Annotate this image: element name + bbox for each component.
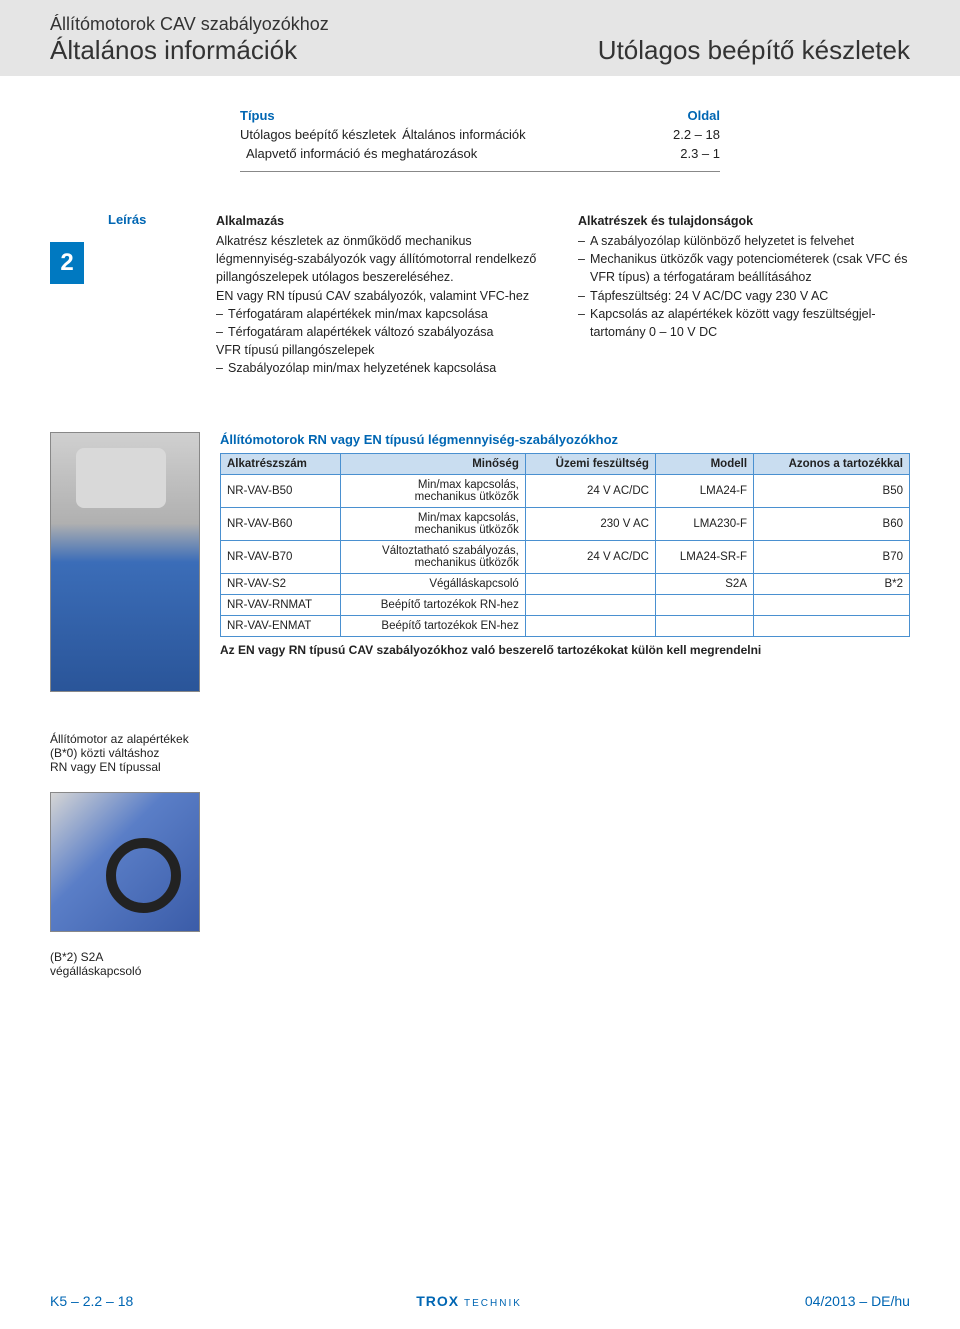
toc-label-1b: Általános információk [402, 127, 526, 142]
actuator-image [50, 432, 200, 692]
col-left-para: Alkatrész készletek az önműködő mechanik… [216, 232, 548, 286]
table-cell: B*2 [754, 574, 910, 595]
table-cell: B70 [754, 541, 910, 574]
page-footer: K5 – 2.2 – 18 TROX TECHNIK 04/2013 – DE/… [0, 1293, 960, 1309]
table-cell [525, 595, 655, 616]
header-title-left: Általános információk [50, 35, 329, 66]
toc-label-1a: Utólagos beépítő készletek [240, 127, 396, 142]
toc-row: Alapvető információ és meghatározások 2.… [240, 144, 720, 163]
parts-table-section: Állítómotorok RN vagy EN típusú légmenny… [0, 432, 960, 692]
table-cell: S2A [655, 574, 753, 595]
col-left-title: Alkalmazás [216, 212, 548, 230]
table-row: NR-VAV-B70Változtatható szabályozás,mech… [221, 541, 910, 574]
table-cell: NR-VAV-B60 [221, 508, 341, 541]
table-cell: B60 [754, 508, 910, 541]
toc-page-2: 2.3 – 1 [680, 146, 720, 161]
list-item: Térfogatáram alapértékek min/max kapcsol… [216, 305, 548, 323]
table-cell: 24 V AC/DC [525, 475, 655, 508]
section-description: 2 Leírás Alkalmazás Alkatrész készletek … [0, 212, 960, 377]
table-of-contents: Típus Oldal Utólagos beépítő készletek Á… [240, 106, 720, 172]
table-cell: LMA24-SR-F [655, 541, 753, 574]
caption1-l3: RN vagy EN típussal [50, 760, 910, 774]
table-cell: Min/max kapcsolás,mechanikus ütközők [340, 508, 525, 541]
table-cell: 230 V AC [525, 508, 655, 541]
table-cell: NR-VAV-B70 [221, 541, 341, 574]
header-subtitle: Állítómotorok CAV szabályozókhoz [50, 14, 329, 35]
toc-header: Típus Oldal [240, 106, 720, 125]
table-cell: LMA24-F [655, 475, 753, 508]
toc-page-1: 2.2 – 18 [673, 127, 720, 142]
table-header-row: Alkatrészszám Minőség Üzemi feszültség M… [221, 454, 910, 475]
table-row: NR-VAV-B50Min/max kapcsolás,mechanikus ü… [221, 475, 910, 508]
table-cell [655, 616, 753, 637]
toc-head-left: Típus [240, 108, 275, 123]
th-voltage: Üzemi feszültség [525, 454, 655, 475]
th-model: Modell [655, 454, 753, 475]
table-cell: NR-VAV-RNMAT [221, 595, 341, 616]
footer-right: 04/2013 – DE/hu [805, 1293, 910, 1309]
list-item: Tápfeszültség: 24 V AC/DC vagy 230 V AC [578, 287, 910, 305]
list-item: Szabályozólap min/max helyzetének kapcso… [216, 359, 548, 377]
table-wrap: Állítómotorok RN vagy EN típusú légmenny… [220, 432, 910, 657]
table-row: NR-VAV-B60Min/max kapcsolás,mechanikus ü… [221, 508, 910, 541]
table-cell: B50 [754, 475, 910, 508]
table-cell: Változtatható szabályozás,mechanikus ütk… [340, 541, 525, 574]
toc-label-2b: Alapvető információ és meghatározások [246, 146, 477, 161]
toc-head-right: Oldal [687, 108, 720, 123]
col-alkalmazas: Alkalmazás Alkatrész készletek az önműkö… [216, 212, 548, 377]
th-part: Alkatrészszám [221, 454, 341, 475]
table-cell: Beépítő tartozékok RN-hez [340, 595, 525, 616]
table-cell [525, 574, 655, 595]
col-alkatreszek: Alkatrészek és tulajdonságok A szabályoz… [578, 212, 910, 377]
caption2-l2: végálláskapcsoló [50, 964, 910, 978]
parts-table: Alkatrészszám Minőség Üzemi feszültség M… [220, 453, 910, 637]
table-cell [525, 616, 655, 637]
description-columns: Alkalmazás Alkatrész készletek az önműkö… [216, 212, 910, 377]
toc-row: Utólagos beépítő készletek Általános inf… [240, 125, 720, 144]
table-cell: NR-VAV-B50 [221, 475, 341, 508]
table-note: Az EN vagy RN típusú CAV szabályozókhoz … [220, 643, 910, 657]
th-same: Azonos a tartozékkal [754, 454, 910, 475]
caption-block: Állítómotor az alapértékek (B*0) közti v… [0, 732, 960, 978]
footer-left: K5 – 2.2 – 18 [50, 1293, 133, 1309]
table-title: Állítómotorok RN vagy EN típusú légmenny… [220, 432, 910, 447]
trox-logo: TROX TECHNIK [416, 1293, 522, 1309]
table-cell: LMA230-F [655, 508, 753, 541]
table-cell: NR-VAV-S2 [221, 574, 341, 595]
table-row: NR-VAV-RNMATBeépítő tartozékok RN-hez [221, 595, 910, 616]
toc-divider [240, 171, 720, 172]
table-cell [655, 595, 753, 616]
table-cell [754, 616, 910, 637]
col-left-sub2: VFR típusú pillangószelepek [216, 341, 548, 359]
badge-column: 2 [50, 212, 90, 377]
table-cell: Végálláskapcsoló [340, 574, 525, 595]
leiras-column: Leírás [108, 212, 198, 377]
table-cell: Beépítő tartozékok EN-hez [340, 616, 525, 637]
leiras-label: Leírás [108, 212, 198, 227]
list-item: Kapcsolás az alapértékek között vagy fes… [578, 305, 910, 341]
caption2: (B*2) S2A végálláskapcsoló [50, 950, 910, 978]
caption1-l2: (B*0) közti váltáshoz [50, 746, 910, 760]
th-quality: Minőség [340, 454, 525, 475]
caption2-l1: (B*2) S2A [50, 950, 910, 964]
list-item: Mechanikus ütközők vagy potenciométerek … [578, 250, 910, 286]
list-item: Térfogatáram alapértékek változó szabály… [216, 323, 548, 341]
logo-sub: TECHNIK [464, 1298, 522, 1309]
table-row: NR-VAV-ENMATBeépítő tartozékok EN-hez [221, 616, 910, 637]
table-cell: Min/max kapcsolás,mechanikus ütközők [340, 475, 525, 508]
header-title-right: Utólagos beépítő készletek [598, 35, 910, 66]
col-right-title: Alkatrészek és tulajdonságok [578, 212, 910, 230]
table-cell: NR-VAV-ENMAT [221, 616, 341, 637]
list-item: A szabályozólap különböző helyzetet is f… [578, 232, 910, 250]
table-row: NR-VAV-S2Végálláskapcsoló S2AB*2 [221, 574, 910, 595]
switch-image [50, 792, 200, 932]
header-left: Állítómotorok CAV szabályozókhoz Általán… [50, 14, 329, 66]
section-number-badge: 2 [50, 242, 84, 284]
col-left-sub1: EN vagy RN típusú CAV szabályozók, valam… [216, 287, 548, 305]
caption1-l1: Állítómotor az alapértékek [50, 732, 910, 746]
table-cell: 24 V AC/DC [525, 541, 655, 574]
logo-text: TROX [416, 1293, 459, 1309]
page-header: Állítómotorok CAV szabályozókhoz Általán… [0, 0, 960, 76]
table-cell [754, 595, 910, 616]
